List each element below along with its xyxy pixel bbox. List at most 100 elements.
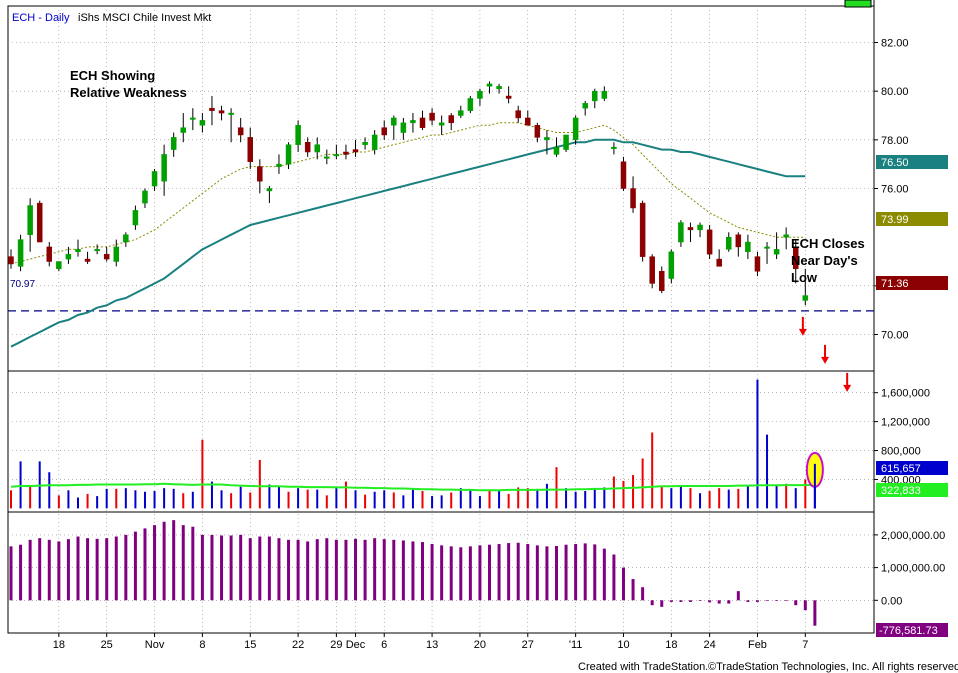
candle-up <box>113 246 120 262</box>
candle-up <box>467 98 474 111</box>
candle-down <box>534 124 541 138</box>
x-tick-label: 18 <box>53 639 65 651</box>
scroll-tab[interactable] <box>844 0 872 8</box>
candle-up <box>123 234 129 243</box>
volume-last-tag <box>876 461 948 475</box>
candle-down <box>716 258 722 267</box>
price-y-tick-label: 70.00 <box>881 330 909 342</box>
axes-layer: 82.0080.0078.0076.0072.0070.001,600,0001… <box>8 38 945 651</box>
annotation-close-line2: Near Day's <box>791 253 858 268</box>
annotation-close-line1: ECH Closes <box>791 236 865 251</box>
candle-up <box>802 295 809 301</box>
candle-down <box>218 110 225 114</box>
indicator-y-tick-label: 1,000,000.00 <box>881 563 945 575</box>
x-tick-label: 20 <box>474 639 486 651</box>
support-level-label: 70.97 <box>10 279 35 290</box>
candle-up <box>400 122 407 133</box>
x-tick-label: 18 <box>665 639 677 651</box>
candle-up <box>17 239 24 267</box>
x-tick-label: 6 <box>381 639 387 651</box>
candle-up <box>486 83 493 87</box>
candle-up <box>266 188 273 192</box>
volume-avg-tag-text: 322,833 <box>881 485 921 497</box>
down-arrow-head <box>798 328 807 336</box>
candle-down <box>754 256 761 272</box>
volume-y-tick-label: 1,200,000 <box>881 417 930 429</box>
candle-down <box>659 270 665 291</box>
candle-down <box>429 112 435 121</box>
candle-up <box>324 156 330 159</box>
candle-down <box>735 234 742 248</box>
candle-up <box>458 110 464 116</box>
candle-up <box>783 234 789 238</box>
x-tick-label: 10 <box>617 639 629 651</box>
candle-down <box>8 256 14 265</box>
x-tick-label: 13 <box>426 639 438 651</box>
candle-up <box>544 137 550 141</box>
candle-down <box>448 115 454 124</box>
x-tick-label: 24 <box>703 639 715 651</box>
candle-down <box>209 107 215 111</box>
candle-down <box>36 202 43 243</box>
x-tick-label: 27 <box>522 639 534 651</box>
candle-up <box>27 205 33 235</box>
candle-up <box>295 124 301 145</box>
candle-up <box>142 190 148 204</box>
candle-up <box>697 224 703 231</box>
candle-up <box>553 146 560 155</box>
candle-down <box>515 110 521 119</box>
candle-down <box>352 149 359 153</box>
candle-up <box>333 154 340 157</box>
candle-up <box>65 253 72 260</box>
indicator-y-tick-label: 0.00 <box>881 595 902 607</box>
candle-up <box>563 134 569 150</box>
indicator-last-tag-text: -776,581.73 <box>879 625 938 637</box>
candle-down <box>525 117 531 126</box>
ma20-tag <box>876 212 948 226</box>
instrument-description: iShs MSCI Chile Invest Mkt <box>78 12 211 24</box>
candle-down <box>103 253 110 260</box>
last-price-tag-text: 71.36 <box>881 278 909 290</box>
footer-created-with: Created with TradeStation. <box>578 661 708 673</box>
candle-up <box>75 249 81 253</box>
ma20-line <box>10 122 806 265</box>
down-arrow-head <box>843 384 852 392</box>
candle-down <box>237 127 244 136</box>
candle-up <box>477 90 483 99</box>
candle-up <box>582 103 588 109</box>
volume-layer <box>10 379 824 509</box>
price-layer <box>8 81 874 392</box>
price-y-tick-label: 82.00 <box>881 38 909 50</box>
candle-down <box>792 246 799 270</box>
candle-up <box>726 236 732 250</box>
volume-average-line <box>10 482 815 492</box>
candle-up <box>745 241 751 253</box>
price-y-tick-label: 78.00 <box>881 135 909 147</box>
indicator-y-tick-label: 2,000,000.00 <box>881 530 945 542</box>
candle-up <box>132 210 139 226</box>
annotation-weakness-line2: Relative Weakness <box>70 85 187 100</box>
candle-up <box>592 90 598 102</box>
price-y-tick-label: 80.00 <box>881 86 909 98</box>
candle-up <box>678 222 684 243</box>
volume-last-tag-text: 615,657 <box>881 463 921 475</box>
candle-down <box>257 166 263 182</box>
candle-down <box>46 246 53 262</box>
candle-up <box>170 137 177 150</box>
indicator-layer <box>9 520 817 626</box>
candle-up <box>228 112 234 115</box>
candle-up <box>190 117 196 120</box>
x-tick-label: Feb <box>748 639 767 651</box>
candle-up <box>161 154 167 182</box>
x-tick-label: 29 <box>330 639 342 651</box>
candle-down <box>304 142 311 153</box>
candle-up <box>276 163 282 167</box>
candle-up <box>94 249 100 252</box>
candle-down <box>247 137 253 162</box>
candle-up <box>572 117 579 141</box>
ma20-tag-text: 73.99 <box>881 214 909 226</box>
candle-up <box>314 144 320 153</box>
candle-up <box>199 120 206 126</box>
footer-copyright: ©TradeStation Technologies, Inc. All rig… <box>708 661 958 673</box>
